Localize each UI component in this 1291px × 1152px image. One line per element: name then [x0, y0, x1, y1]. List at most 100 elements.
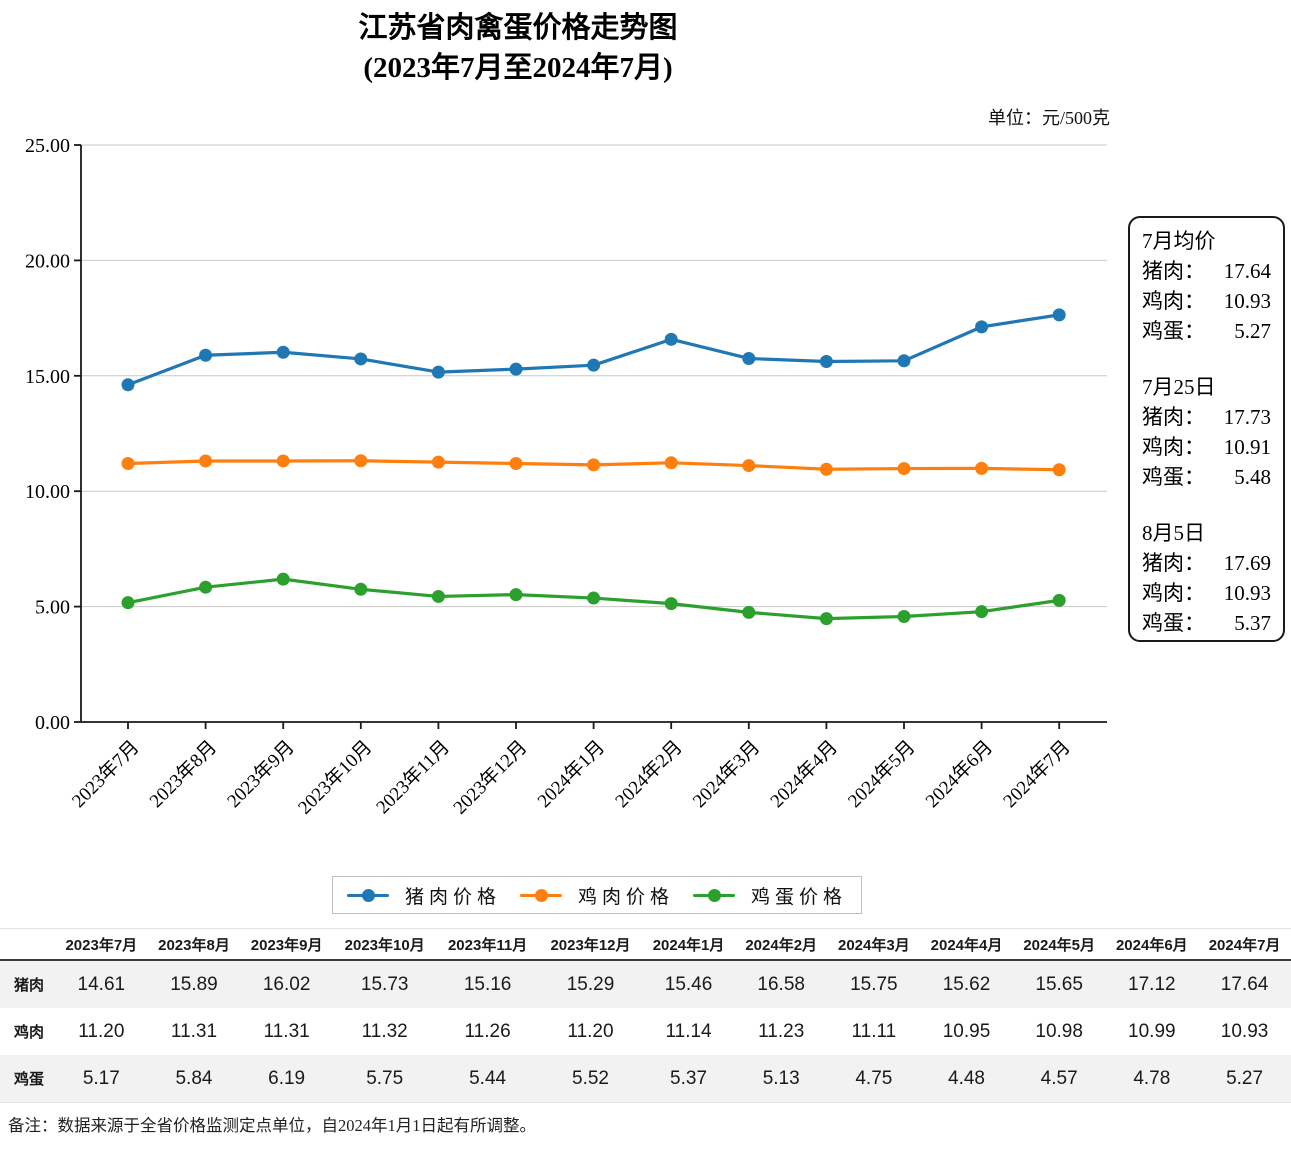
- data-point-猪肉价格: [431, 365, 445, 379]
- table-header-cell: 2023年11月: [436, 928, 539, 961]
- table-cell: 4.48: [948, 1067, 985, 1089]
- legend-label: 鸡肉价格: [577, 886, 674, 908]
- table-row-鸡蛋: 鸡蛋 5.17 5.84 6.19 5.75 5.44 5.52 5.37 5.13 4.75 4.…: [0, 1055, 1291, 1103]
- y-tick-label: 15.00: [25, 366, 70, 388]
- info-section-title: 8月5日: [1142, 521, 1205, 545]
- y-tick-label: 0.00: [35, 712, 70, 734]
- y-tick-label: 5.00: [35, 597, 70, 619]
- info-row-value: 10.93: [1223, 581, 1271, 605]
- table-row-鸡肉: 鸡肉 11.20 11.31 11.31 11.32 11.26 11.20 11.14 11.…: [0, 1008, 1291, 1055]
- data-point-猪肉价格: [975, 320, 989, 334]
- chart-title-block: 江苏省肉禽蛋价格走势图 (2023年7月至2024年7月): [0, 8, 1036, 88]
- table-cell: 15.65: [1035, 973, 1083, 995]
- table-cell: 17.64: [1220, 973, 1269, 995]
- info-row-value: 5.48: [1234, 465, 1271, 489]
- table-cell: 5.44: [469, 1067, 507, 1089]
- table-cell: 4.57: [1040, 1067, 1078, 1089]
- table-header-cell: 2024年5月: [1012, 928, 1106, 961]
- x-tick-label: 2024年5月: [844, 736, 920, 812]
- table-cell: 15.75: [850, 973, 898, 995]
- table-cell: 4.78: [1133, 1067, 1171, 1089]
- table-row-label: 猪肉: [14, 977, 45, 994]
- chart-legend: 猪肉价格 鸡肉价格 鸡蛋价格: [332, 876, 862, 914]
- table-header-cell: 2023年12月: [538, 928, 643, 961]
- info-row-label: 鸡蛋：: [1142, 611, 1205, 635]
- data-point-鸡蛋价格: [742, 605, 756, 619]
- data-point-鸡肉价格: [664, 456, 678, 470]
- table-cell: 11.23: [758, 1020, 805, 1042]
- data-point-鸡肉价格: [509, 457, 523, 471]
- data-point-鸡肉价格: [121, 457, 135, 471]
- data-point-鸡肉价格: [587, 458, 601, 472]
- x-tick-label: 2024年1月: [533, 736, 609, 812]
- data-point-鸡蛋价格: [587, 591, 601, 605]
- x-tick-label: 2023年11月: [372, 736, 454, 818]
- table-cell: 10.95: [942, 1020, 991, 1042]
- table-row-label: 鸡肉: [14, 1024, 45, 1041]
- data-point-猪肉价格: [742, 351, 756, 365]
- info-row: 猪肉： 17.69: [1142, 548, 1271, 578]
- table-header-cell: 2024年6月: [1105, 928, 1199, 961]
- info-row-label: 猪肉：: [1142, 405, 1205, 429]
- info-section-title: 7月25日: [1142, 375, 1216, 399]
- data-point-鸡肉价格: [276, 454, 290, 468]
- unit-label: 单位：元/500克: [987, 108, 1110, 128]
- info-row: 猪肉： 17.73: [1142, 402, 1271, 432]
- data-point-猪肉价格: [199, 348, 213, 362]
- table-cell: 15.46: [664, 973, 713, 995]
- table-cell: 5.75: [366, 1067, 404, 1089]
- info-row: 鸡肉： 10.93: [1142, 286, 1271, 316]
- table-cell: 10.99: [1128, 1020, 1176, 1042]
- info-row: 鸡肉： 10.93: [1142, 578, 1271, 608]
- info-row-label: 鸡肉：: [1142, 435, 1205, 459]
- series-line-猪肉价格: [127, 313, 1060, 387]
- legend-label: 鸡蛋价格: [750, 886, 847, 908]
- legend-item-pork: 猪肉价格: [347, 882, 501, 909]
- table-cell: 16.02: [262, 973, 311, 995]
- y-tick-label: 20.00: [25, 250, 70, 272]
- info-row-label: 猪肉：: [1142, 259, 1205, 283]
- data-point-鸡蛋价格: [199, 580, 213, 594]
- data-point-猪肉价格: [587, 358, 601, 372]
- data-point-鸡蛋价格: [1052, 593, 1066, 607]
- info-row-value: 5.37: [1234, 611, 1271, 635]
- data-point-鸡蛋价格: [121, 596, 135, 610]
- x-tick-label: 2024年2月: [611, 736, 687, 812]
- table-cell: 14.61: [77, 973, 126, 995]
- y-tick-label: 25.00: [25, 135, 70, 157]
- table-cell: 5.17: [82, 1067, 120, 1089]
- info-row: 鸡蛋： 5.37: [1142, 608, 1271, 638]
- info-row-label: 鸡肉：: [1142, 581, 1205, 605]
- data-point-鸡蛋价格: [276, 572, 290, 586]
- data-point-鸡肉价格: [742, 459, 756, 473]
- data-point-猪肉价格: [121, 378, 135, 392]
- summary-info-box: 7月均价 猪肉： 17.64 鸡肉： 10.93 鸡蛋： 5.27 7月25日 猪肉：…: [1128, 216, 1285, 642]
- info-row-value: 10.93: [1223, 289, 1271, 313]
- table-cell: 11.14: [665, 1020, 712, 1042]
- table-row-猪肉: 猪肉 14.61 15.89 16.02 15.73 15.16 15.29 15.46 16.…: [0, 960, 1291, 1008]
- table-header-cell: 2024年3月: [827, 928, 921, 961]
- data-point-猪肉价格: [509, 362, 523, 376]
- table-cell: 11.31: [263, 1020, 310, 1042]
- data-point-鸡肉价格: [819, 462, 833, 476]
- info-section-july-25: 7月25日 猪肉： 17.73 鸡肉： 10.91 鸡蛋： 5.48: [1142, 372, 1271, 492]
- info-row-value: 5.27: [1234, 319, 1271, 343]
- info-section-title: 7月均价: [1142, 229, 1216, 253]
- table-header-cell: 2023年10月: [332, 928, 437, 961]
- x-tick-label: 2024年4月: [766, 736, 842, 812]
- chart-title: 江苏省肉禽蛋价格走势图: [358, 12, 678, 44]
- data-point-鸡蛋价格: [431, 589, 445, 603]
- y-tick-label: 10.00: [25, 481, 70, 503]
- table-cell: 5.27: [1226, 1067, 1264, 1089]
- table-header-cell: 2024年2月: [734, 928, 828, 961]
- table-header-cell: 2023年7月: [55, 928, 148, 961]
- data-point-鸡肉价格: [199, 454, 213, 468]
- info-row-label: 猪肉：: [1142, 551, 1205, 575]
- info-row-value: 17.73: [1223, 405, 1271, 429]
- table-cell: 15.62: [942, 973, 991, 995]
- table-cell: 6.19: [268, 1067, 306, 1089]
- table-cell: 11.11: [851, 1020, 897, 1042]
- data-point-鸡肉价格: [975, 461, 989, 475]
- table-cell: 4.75: [855, 1067, 893, 1089]
- data-point-猪肉价格: [664, 332, 678, 346]
